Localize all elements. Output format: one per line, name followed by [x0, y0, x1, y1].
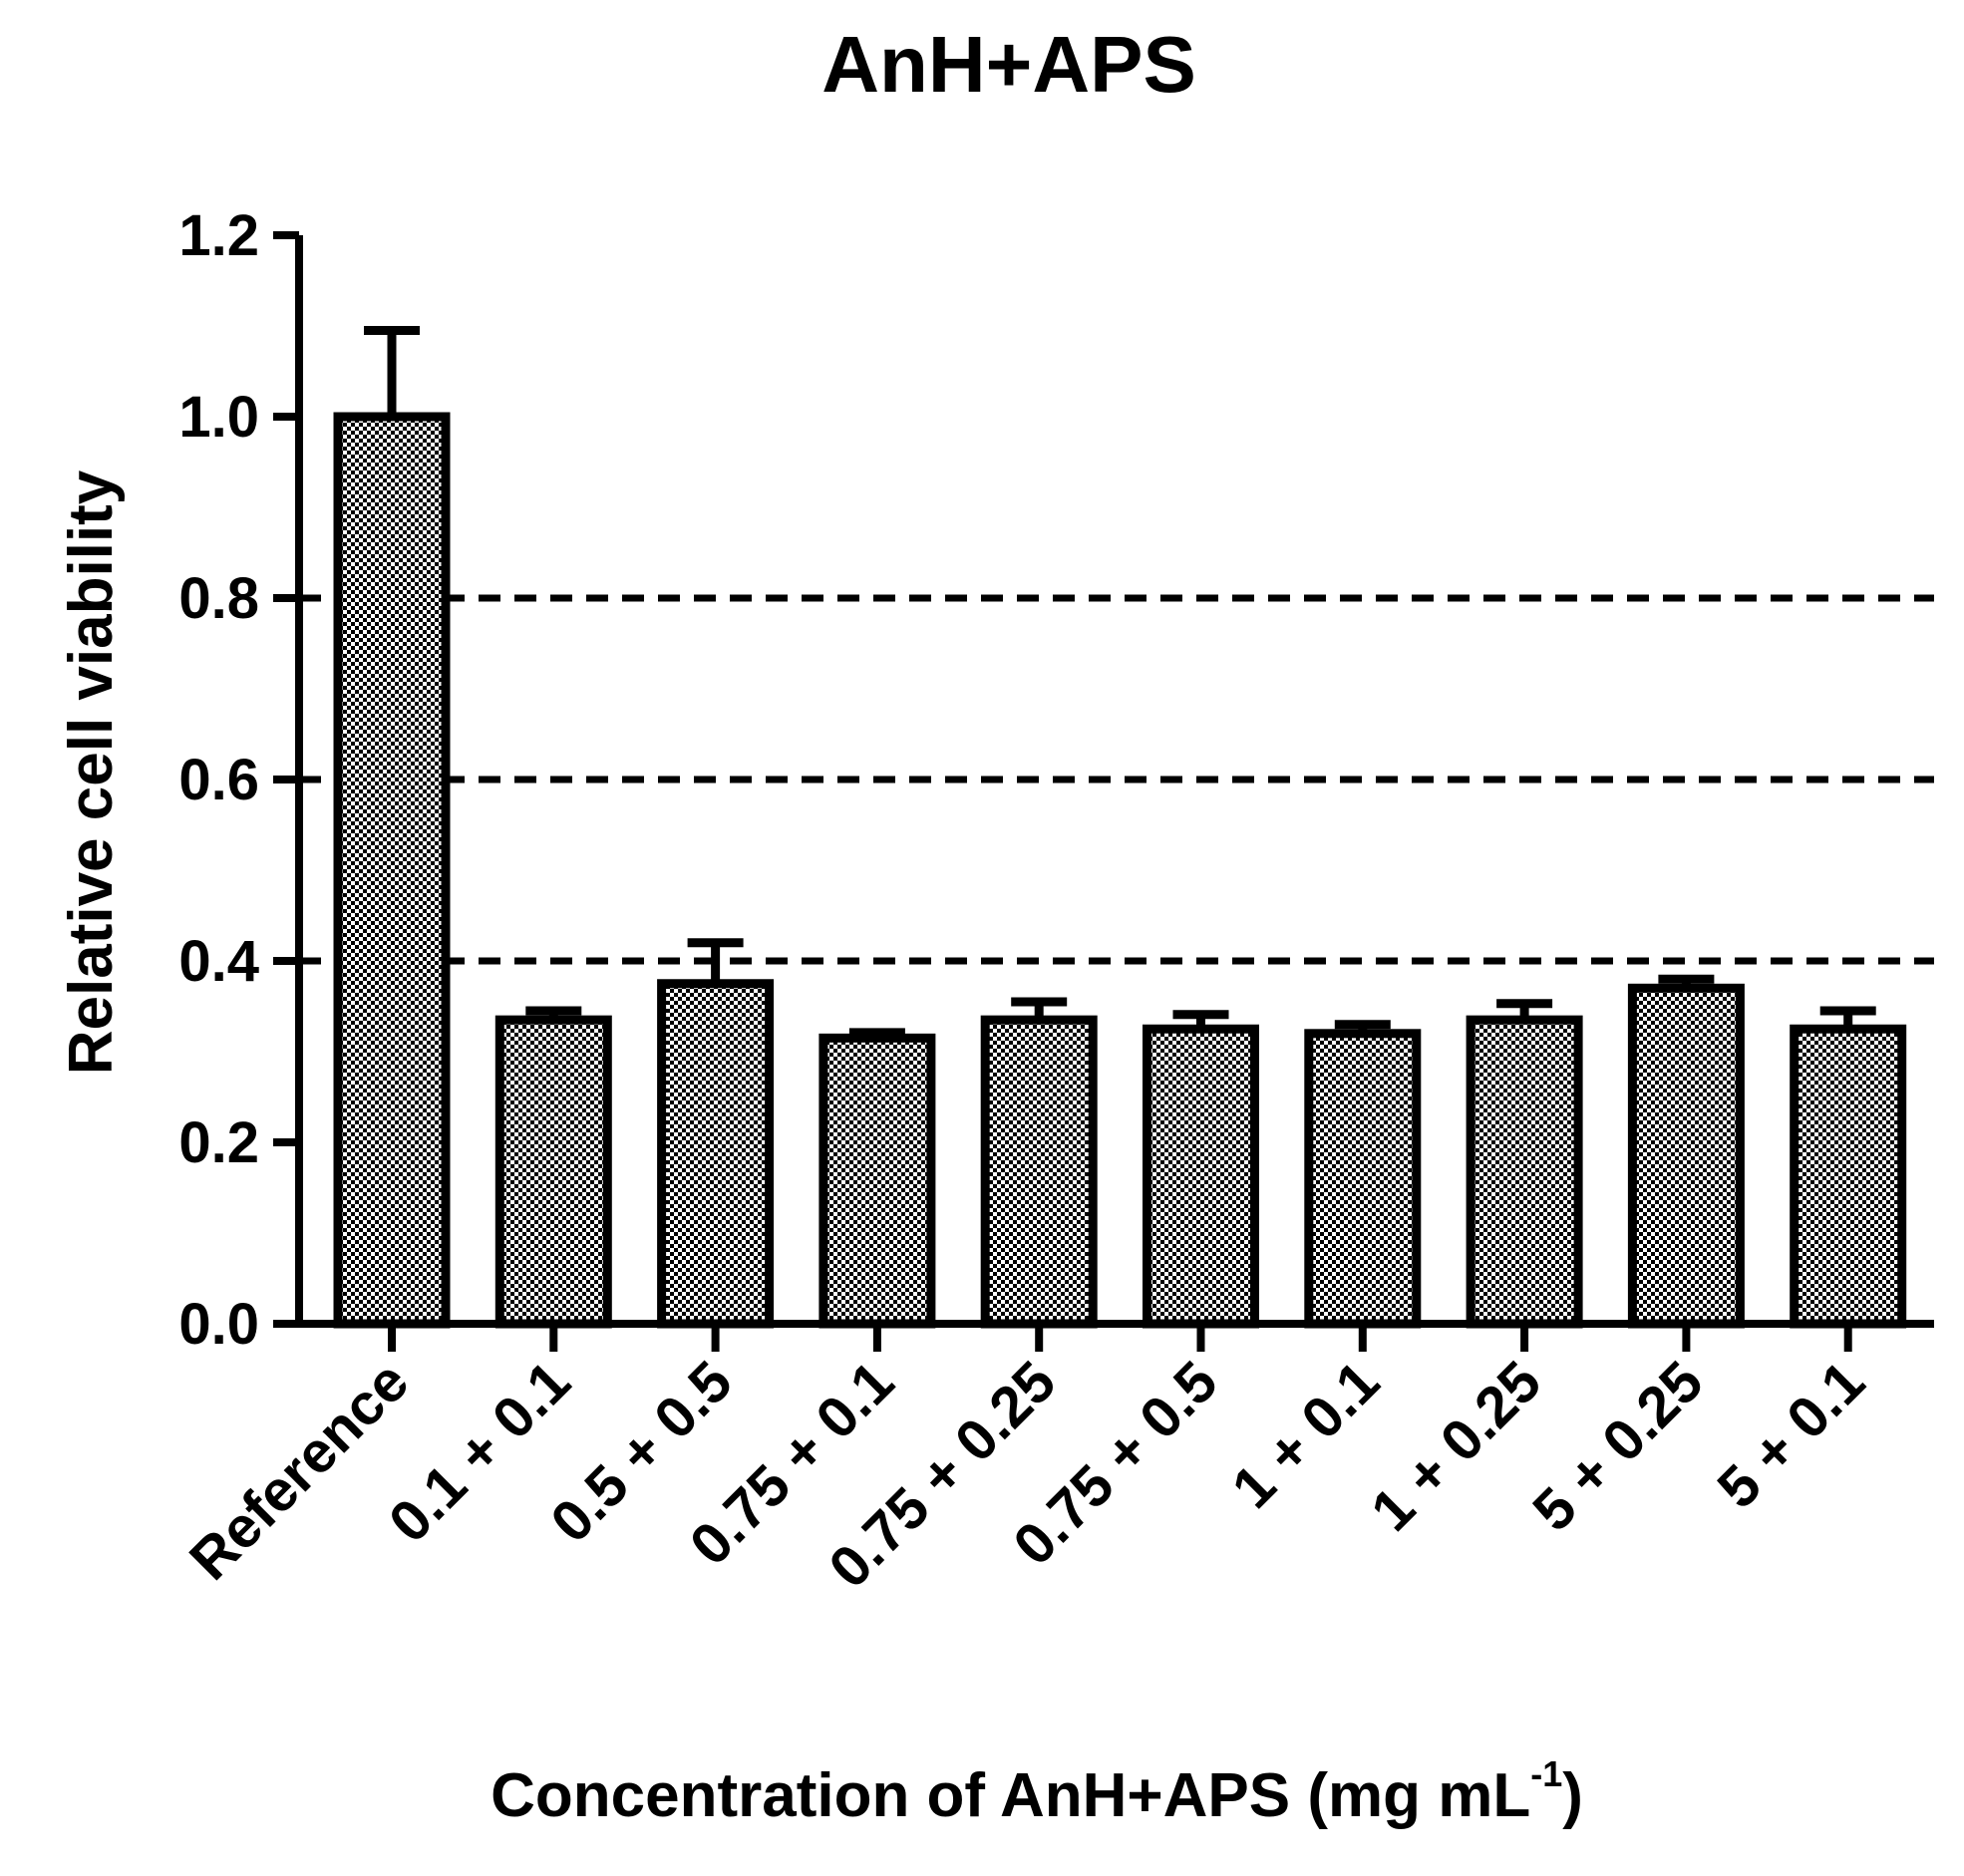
bar — [1627, 983, 1745, 1329]
x-axis-label-superscript: -1 — [1530, 1753, 1562, 1794]
bar — [1790, 1024, 1907, 1329]
x-tick-label: Reference — [177, 1349, 421, 1592]
bar — [657, 979, 775, 1329]
y-tick-label: 1.0 — [178, 385, 259, 450]
bar — [1466, 1015, 1583, 1329]
bar — [1304, 1029, 1422, 1329]
y-axis-label: Relative cell viability — [57, 469, 126, 1075]
y-tick-label: 0.6 — [178, 748, 259, 812]
y-tick-label: 0.2 — [178, 1110, 259, 1175]
x-tick-label: 5 + 0.25 — [1520, 1349, 1715, 1543]
chart-title: AnH+APS — [821, 20, 1196, 109]
reference-lines — [299, 594, 1934, 965]
bar — [818, 1033, 936, 1329]
x-axis-label: Concentration of AnH+APS (mg mL-1) — [491, 1753, 1583, 1830]
y-tick-label: 0.8 — [178, 566, 259, 631]
x-tick-label: 0.1 + 0.1 — [377, 1349, 583, 1555]
y-tick-label: 0.4 — [178, 929, 259, 994]
bar — [980, 1015, 1098, 1329]
bar — [333, 412, 451, 1329]
error-bars-group — [364, 326, 1876, 1039]
x-axis-label-end: ) — [1562, 1761, 1583, 1830]
y-tick-label: 1.2 — [178, 203, 259, 268]
y-tick-label: 0.0 — [178, 1292, 259, 1357]
x-tick-label: 5 + 0.1 — [1705, 1349, 1877, 1521]
y-ticks-group: 0.0 0.2 0.4 0.6 0.8 1.0 1.2 — [178, 203, 299, 1357]
bar — [494, 1015, 612, 1329]
bar — [1143, 1024, 1259, 1329]
bars-group — [333, 412, 1907, 1329]
x-tick-label: 1 + 0.25 — [1359, 1349, 1553, 1543]
x-axis-label-main: Concentration of AnH+APS (mg mL — [491, 1761, 1530, 1830]
